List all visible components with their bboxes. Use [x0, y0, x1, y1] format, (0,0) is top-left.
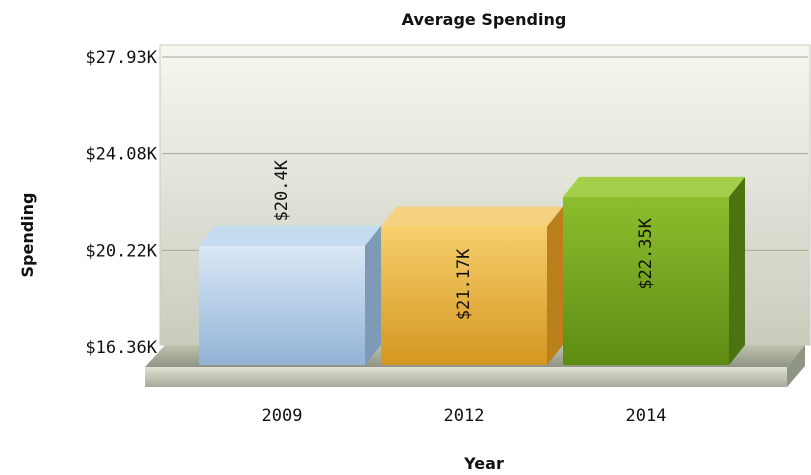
y-tick-label: $27.93K	[85, 48, 157, 68]
x-axis-title: Year	[463, 454, 504, 473]
bar-side-2012	[547, 206, 563, 365]
bar-2009	[199, 245, 365, 365]
data-labels: $20.4K $21.17K $22.35K	[272, 159, 656, 320]
plot-floor-side	[787, 345, 805, 387]
y-tick-label: $24.08K	[85, 145, 157, 165]
plot-floor-front	[145, 367, 787, 387]
data-label: $20.4K	[272, 159, 292, 221]
chart-title: Average Spending	[402, 10, 567, 29]
data-label: $22.35K	[636, 217, 656, 289]
y-tick-label: $16.36K	[85, 338, 157, 358]
x-tick-label: 2009	[262, 406, 303, 426]
bar-side-2009	[365, 225, 381, 365]
bar-top-2014	[563, 176, 745, 197]
y-tick-labels: $16.36K $20.22K $24.08K $27.93K	[85, 48, 157, 358]
x-tick-label: 2014	[626, 406, 667, 426]
data-label: $21.17K	[454, 248, 474, 320]
x-tick-labels: 2009 2012 2014	[262, 406, 667, 426]
bar-top-2009	[199, 225, 381, 246]
bar-side-2014	[729, 176, 745, 365]
y-tick-label: $20.22K	[85, 241, 157, 261]
bar-2014	[563, 196, 729, 365]
bar-top-2012	[381, 206, 563, 227]
bars-group	[199, 176, 745, 365]
bar-2012	[381, 226, 547, 365]
y-axis-title: Spending	[18, 193, 37, 278]
x-tick-label: 2012	[444, 406, 485, 426]
